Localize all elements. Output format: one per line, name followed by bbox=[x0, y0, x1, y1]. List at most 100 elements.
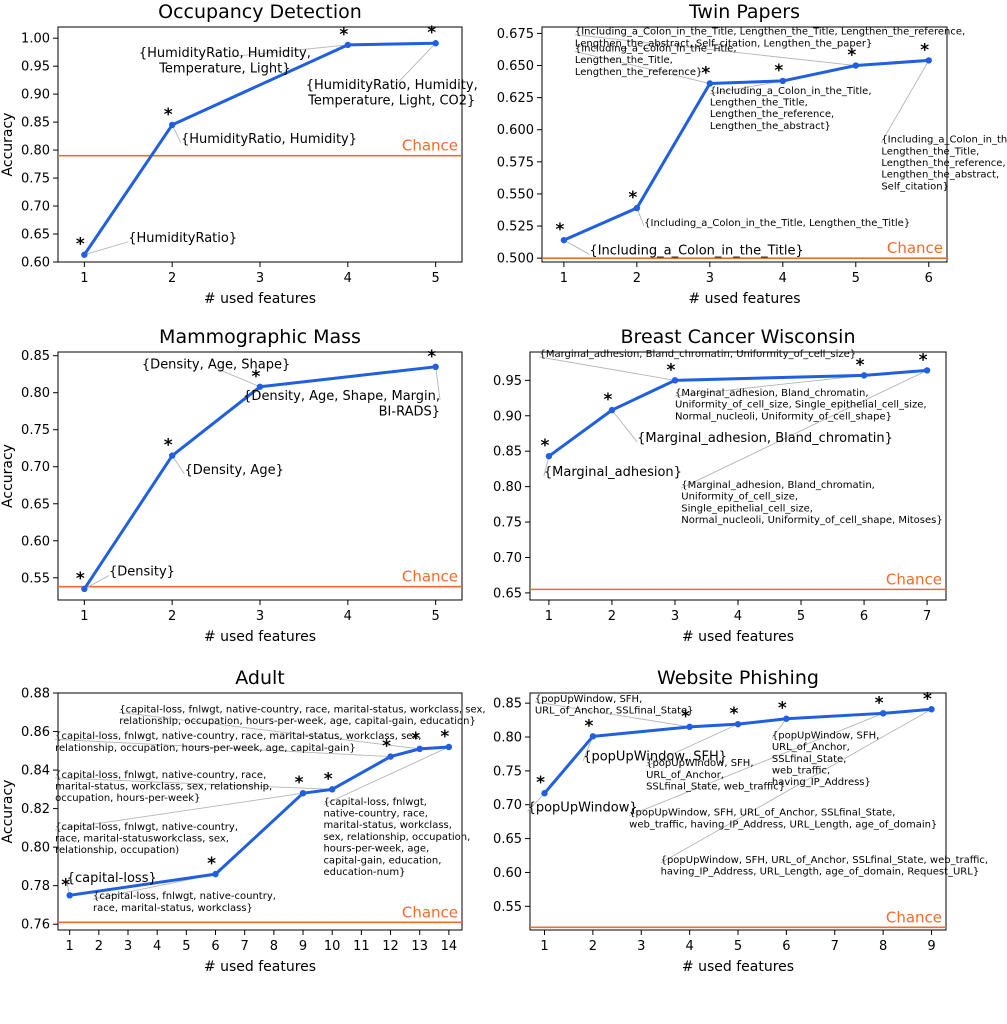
annotation-line: {capital-loss, fnlwgt, native-country, r… bbox=[119, 704, 485, 715]
y-tick-label: 0.550 bbox=[497, 187, 534, 202]
plot-frame bbox=[541, 26, 948, 263]
x-axis-label: # used features bbox=[204, 629, 316, 645]
annotation-leader bbox=[224, 44, 348, 58]
series-line bbox=[83, 41, 436, 256]
annotation-line: {popUpWindow, SFH} bbox=[583, 750, 727, 765]
annotation-line: relationship, occupation, hours-per-week… bbox=[119, 716, 476, 727]
annotation-line: capital-gain, education, bbox=[323, 855, 441, 866]
chart-panel-6: Website Phishing 1 2 3 4 5 6 7 8 9 0.55 0.60 0.65 0.7… bbox=[493, 667, 988, 975]
annotation-leader bbox=[527, 792, 545, 812]
x-tick-label: 9 bbox=[299, 939, 307, 954]
data-point bbox=[589, 733, 597, 740]
y-tick-label: 0.600 bbox=[497, 123, 534, 138]
chart-title: Twin Papers bbox=[688, 1, 800, 23]
x-tick-label: 6 bbox=[860, 609, 868, 624]
significance-marker: * bbox=[324, 769, 333, 789]
significance-marker: * bbox=[919, 350, 928, 370]
annotation-label: {HumidityRatio, Humidity, Temperature, Li… bbox=[306, 78, 478, 108]
annotation-line: {Density, Age, Shape, Margin, bbox=[243, 389, 440, 404]
annotation-label: {Marginal_adhesion, Bland_chromatin, Unif… bbox=[675, 388, 927, 422]
series-line bbox=[83, 365, 436, 590]
x-tick-label: 3 bbox=[706, 271, 714, 286]
chance-label: Chance bbox=[402, 137, 458, 155]
annotation-line: relationship, occupation) bbox=[55, 845, 179, 856]
significance-marker: * bbox=[427, 347, 436, 367]
data-point bbox=[852, 62, 859, 69]
annotation-label: {Marginal_adhesion, Bland_chromatin, Unif… bbox=[681, 480, 942, 526]
annotation-line: {HumidityRatio, Humidity, bbox=[139, 46, 311, 61]
annotation-leader bbox=[611, 409, 638, 443]
y-tick-label: 0.80 bbox=[493, 480, 522, 495]
chance-label: Chance bbox=[886, 570, 942, 588]
annotation-line: {popUpWindow, SFH, bbox=[646, 758, 753, 769]
significance-marker: * bbox=[701, 64, 710, 84]
annotation-line: Lengthen_the_Title, bbox=[881, 146, 979, 157]
x-tick-label: 5 bbox=[734, 939, 742, 954]
x-tick-label: 6 bbox=[782, 939, 790, 954]
x-tick-label: 6 bbox=[925, 271, 933, 286]
chart-title: Mammographic Mass bbox=[159, 326, 361, 348]
annotation-label: {Including_a_Colon_in_the_Title,Lengthen… bbox=[575, 43, 737, 77]
data-point bbox=[686, 723, 693, 731]
annotation-line: marital-status, workclass, sex, relation… bbox=[55, 781, 272, 792]
y-tick-label: 0.88 bbox=[21, 687, 50, 702]
data-point bbox=[633, 204, 641, 212]
y-axis-label: Accuracy bbox=[0, 444, 16, 508]
y-tick-label: 1.00 bbox=[21, 32, 50, 47]
y-tick-label: 0.85 bbox=[21, 116, 50, 131]
annotation-label: {capital-loss, fnlwgt, native-country, r… bbox=[119, 704, 485, 727]
significance-marker: * bbox=[207, 854, 216, 874]
annotation-leader bbox=[574, 34, 856, 66]
significance-marker: * bbox=[382, 737, 391, 757]
annotation-label: {Marginal_adhesion} bbox=[544, 465, 682, 480]
annotation-leader bbox=[539, 356, 676, 381]
y-tick-label: 0.80 bbox=[493, 731, 522, 746]
annotation-line: {HumidityRatio, Humidity, bbox=[306, 78, 478, 93]
significance-marker: * bbox=[875, 693, 884, 713]
y-tick-label: 0.78 bbox=[21, 879, 50, 894]
annotation-line: {Including_a_Colon_in_the_Title, Lengthe… bbox=[575, 27, 965, 38]
x-axis-label: # used features bbox=[682, 629, 794, 645]
annotation-line: Lengthen_the_abstract, Self_citation, Le… bbox=[575, 38, 873, 49]
annotation-leader bbox=[574, 50, 710, 84]
x-tick-label: 2 bbox=[168, 271, 176, 286]
annotation-leader bbox=[323, 746, 450, 806]
annotation-label: {HumidityRatio, Humidity} bbox=[181, 132, 357, 147]
x-tick-label: 9 bbox=[927, 939, 935, 954]
annotation-label: {Marginal_adhesion, Bland_chromatin, Uni… bbox=[539, 349, 856, 360]
annotation-line: {Marginal_adhesion, Bland_chromatin, bbox=[675, 388, 869, 399]
x-tick-label: 1 bbox=[540, 939, 548, 954]
annotation-line: Single_epithelial_cell_size, bbox=[681, 503, 813, 514]
annotation-line: having_IP_Address, URL_Length, age_of_do… bbox=[661, 867, 980, 878]
annotation-line: {Marginal_adhesion, Bland_chromatin, bbox=[681, 480, 875, 491]
annotation-line: Lengthen_the_reference} bbox=[575, 67, 703, 78]
x-tick-label: 1 bbox=[545, 609, 553, 624]
y-tick-label: 0.85 bbox=[493, 697, 522, 712]
annotation-line: URL_of_Anchor, bbox=[646, 770, 724, 781]
y-tick-label: 0.85 bbox=[493, 445, 522, 460]
annotation-label: {popUpWindow} bbox=[528, 801, 638, 816]
significance-marker: * bbox=[603, 390, 612, 410]
annotation-line: {popUpWindow} bbox=[528, 801, 638, 816]
annotation-line: Self_citation} bbox=[881, 181, 949, 192]
y-tick-label: 0.75 bbox=[21, 172, 50, 187]
significance-marker: * bbox=[252, 367, 261, 387]
x-tick-label: 2 bbox=[95, 939, 103, 954]
data-point bbox=[928, 706, 935, 713]
chart-panel-2: Twin Papers 1 2 3 4 5 6 0.500 0.525 0.550 0.575 0.6… bbox=[497, 1, 1007, 307]
data-point bbox=[879, 710, 887, 717]
annotation-line: {Including_a_Colon_in_the_Title} bbox=[589, 243, 803, 258]
data-point bbox=[560, 236, 568, 244]
x-tick-label: 8 bbox=[879, 939, 887, 954]
x-axis-label: # used features bbox=[682, 959, 794, 975]
data-point bbox=[432, 363, 439, 371]
data-point bbox=[81, 585, 88, 593]
annotation-line: {Marginal_adhesion, Bland_chromatin} bbox=[637, 431, 893, 446]
annotation-line: Lengthen_the_reference, bbox=[710, 109, 834, 120]
annotation-line: {capital-loss, fnlwgt, native-country, bbox=[93, 891, 276, 902]
annotation-line: {HumidityRatio} bbox=[128, 231, 237, 246]
annotation-line: Temperature, Light} bbox=[158, 61, 290, 76]
annotation-label: {Including_a_Colon_in_the_Title} bbox=[589, 243, 803, 258]
significance-marker: * bbox=[681, 707, 690, 727]
annotation-line: {capital-loss, fnlwgt, bbox=[323, 797, 427, 808]
